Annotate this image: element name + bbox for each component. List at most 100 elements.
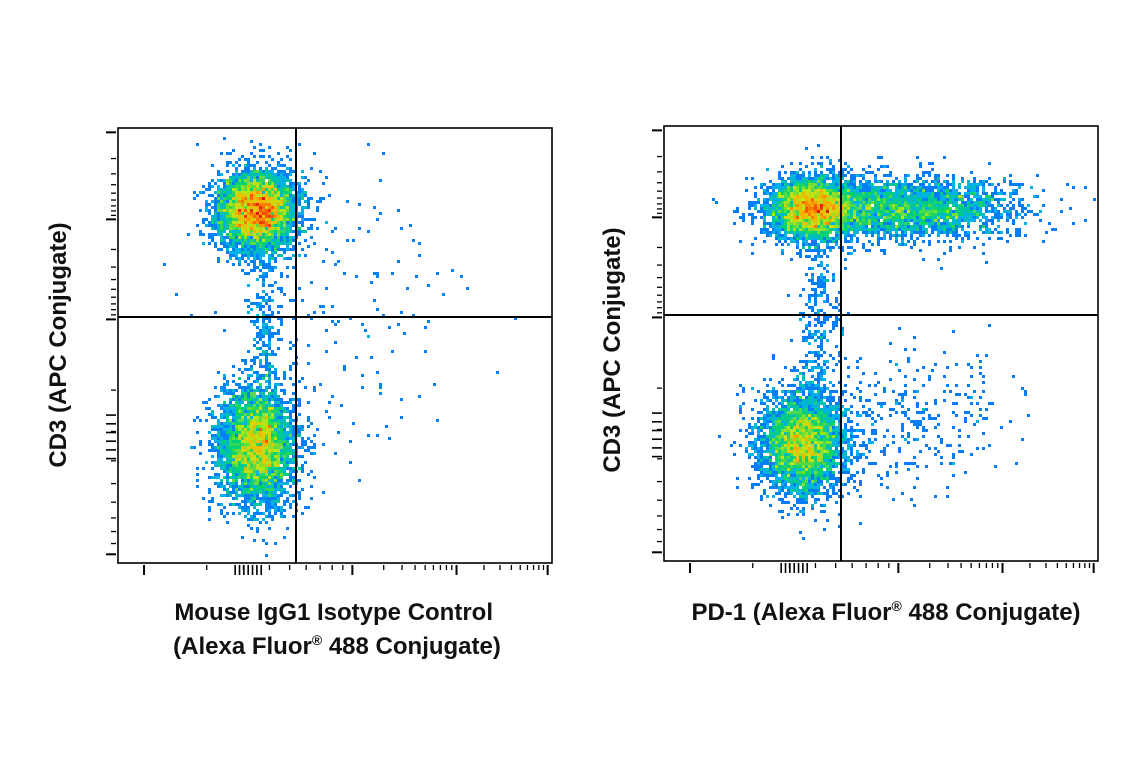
density-cell	[322, 260, 325, 263]
density-cell	[772, 228, 775, 231]
density-cell	[259, 263, 262, 266]
density-cell	[229, 200, 232, 203]
density-cell	[214, 197, 217, 200]
density-cell	[256, 245, 259, 248]
density-cell	[247, 518, 250, 521]
density-cell	[229, 491, 232, 494]
density-cell	[247, 272, 250, 275]
density-cell	[379, 179, 382, 182]
density-cell	[754, 207, 757, 210]
density-cell	[283, 164, 286, 167]
density-cell	[820, 279, 823, 282]
density-cell	[292, 458, 295, 461]
density-cell	[901, 234, 904, 237]
density-cell	[826, 204, 829, 207]
density-cell	[835, 390, 838, 393]
density-cell	[964, 216, 967, 219]
density-cell	[1000, 216, 1003, 219]
density-cell	[796, 219, 799, 222]
density-cell	[829, 405, 832, 408]
density-cell	[262, 392, 265, 395]
density-cell	[817, 384, 820, 387]
density-cell	[916, 369, 919, 372]
density-cell	[256, 200, 259, 203]
density-cell	[853, 228, 856, 231]
density-cell	[1000, 192, 1003, 195]
density-cell	[262, 512, 265, 515]
density-cell	[886, 210, 889, 213]
density-cell	[268, 182, 271, 185]
density-cell	[802, 336, 805, 339]
density-cell	[268, 284, 271, 287]
density-cell	[217, 221, 220, 224]
density-cell	[211, 164, 214, 167]
density-cell	[289, 377, 292, 380]
density-cell	[235, 434, 238, 437]
density-cell	[292, 425, 295, 428]
density-cell	[292, 170, 295, 173]
density-cell	[934, 219, 937, 222]
density-cell	[970, 213, 973, 216]
density-cell	[277, 245, 280, 248]
density-cell	[982, 213, 985, 216]
density-cell	[802, 387, 805, 390]
density-cell	[256, 401, 259, 404]
density-cell	[805, 204, 808, 207]
density-cell	[979, 225, 982, 228]
density-cell	[901, 216, 904, 219]
density-cell	[274, 353, 277, 356]
density-cell	[223, 242, 226, 245]
density-cell	[211, 224, 214, 227]
density-cell	[256, 188, 259, 191]
density-cell	[232, 461, 235, 464]
density-cell	[955, 228, 958, 231]
density-cell	[793, 390, 796, 393]
density-cell	[799, 255, 802, 258]
density-cell	[790, 237, 793, 240]
density-cell	[967, 411, 970, 414]
density-cell	[214, 209, 217, 212]
density-cell	[967, 219, 970, 222]
density-cell	[226, 188, 229, 191]
density-cell	[781, 201, 784, 204]
density-cell	[760, 426, 763, 429]
density-cell	[970, 402, 973, 405]
density-cell	[274, 407, 277, 410]
density-cell	[796, 405, 799, 408]
density-cell	[985, 261, 988, 264]
density-cell	[967, 213, 970, 216]
density-cell	[268, 509, 271, 512]
density-cell	[868, 228, 871, 231]
density-cell	[289, 212, 292, 215]
density-cell	[820, 339, 823, 342]
density-cell	[256, 455, 259, 458]
density-cell	[811, 333, 814, 336]
density-cell	[268, 431, 271, 434]
density-cell	[322, 305, 325, 308]
density-cell	[985, 354, 988, 357]
density-cell	[292, 299, 295, 302]
density-cell	[286, 203, 289, 206]
density-cell	[853, 207, 856, 210]
density-cell	[814, 402, 817, 405]
density-cell	[784, 237, 787, 240]
density-cell	[226, 479, 229, 482]
density-cell	[292, 428, 295, 431]
density-cell	[292, 230, 295, 233]
density-cell	[271, 335, 274, 338]
density-cell	[229, 230, 232, 233]
density-cell	[793, 231, 796, 234]
density-cell	[271, 212, 274, 215]
density-cell	[268, 260, 271, 263]
density-cell	[217, 395, 220, 398]
density-cell	[217, 233, 220, 236]
density-cell	[781, 426, 784, 429]
density-cell	[778, 216, 781, 219]
density-cell	[277, 488, 280, 491]
density-cell	[979, 195, 982, 198]
density-cell	[298, 227, 301, 230]
density-cell	[901, 213, 904, 216]
density-cell	[838, 303, 841, 306]
density-cell	[211, 233, 214, 236]
density-cell	[859, 390, 862, 393]
